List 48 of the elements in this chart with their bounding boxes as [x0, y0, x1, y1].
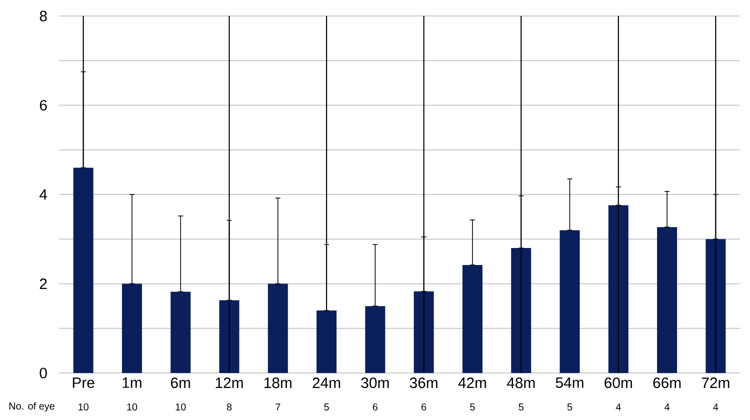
- y-tick-label: 0: [40, 368, 47, 378]
- bar: [365, 306, 386, 373]
- text: 5: [567, 404, 572, 410]
- y-tick-label: 6: [40, 100, 47, 111]
- x-tick-label: 66m: [653, 378, 681, 388]
- y-tick-label: 2: [40, 278, 47, 289]
- text: 6: [422, 403, 426, 411]
- bar: [219, 300, 240, 373]
- bar: [706, 239, 726, 373]
- bar: [414, 291, 434, 373]
- text: No. of eye: [9, 402, 54, 412]
- text: 4: [713, 404, 718, 410]
- x-tick-label: 30m: [361, 378, 389, 388]
- x-tick-label: 24m: [312, 378, 340, 388]
- text: 10: [127, 403, 138, 411]
- x-tick-label: 60m: [604, 378, 632, 388]
- x-tick-label: 6m: [171, 378, 190, 388]
- bar: [268, 284, 288, 373]
- x-tick-label: 72m: [702, 378, 730, 388]
- bar: [170, 292, 191, 373]
- text: 5: [324, 404, 329, 410]
- x-tick-label: 42m: [458, 378, 486, 388]
- x-tick-label: 48m: [506, 378, 535, 388]
- text: 4: [616, 404, 621, 410]
- x-tick-label: 36m: [410, 378, 438, 388]
- x-tick-label: 54m: [556, 378, 584, 388]
- bar: [73, 168, 94, 373]
- text: 7: [276, 404, 280, 410]
- x-tick-label: 12m: [216, 378, 243, 388]
- y-tick-label: 4: [40, 189, 48, 200]
- y-tick-label: 8: [40, 10, 47, 22]
- text: 6: [372, 403, 378, 411]
- bar: [657, 227, 678, 373]
- bar: [608, 205, 628, 373]
- bar: [511, 248, 532, 373]
- bar: [560, 230, 580, 373]
- text: 5: [470, 404, 475, 410]
- x-tick-label: 1m: [122, 378, 142, 388]
- x-tick-label: 18m: [264, 378, 292, 388]
- text: 10: [78, 403, 88, 411]
- bar: [316, 310, 337, 373]
- bar: [122, 284, 142, 373]
- x-tick-label: Pre: [72, 378, 94, 388]
- text: 8: [226, 403, 232, 411]
- text: 10: [176, 403, 186, 411]
- bar: [462, 265, 482, 373]
- text: 4: [664, 404, 670, 410]
- text: 5: [518, 404, 524, 410]
